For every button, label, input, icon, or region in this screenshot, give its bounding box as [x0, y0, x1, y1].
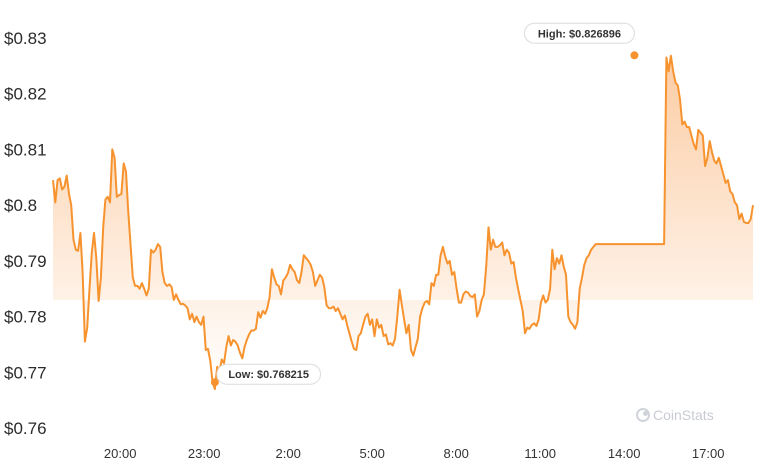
low-callout-box [216, 363, 321, 385]
x-tick-label: 17:00 [692, 446, 725, 461]
price-area-fill [53, 55, 753, 390]
x-tick-label: 23:00 [188, 446, 221, 461]
x-tick-label: 20:00 [104, 446, 137, 461]
y-tick-label: $0.81 [4, 140, 47, 159]
coinstats-logo-icon [636, 408, 650, 422]
y-tick-label: $0.82 [4, 85, 47, 104]
price-line [52, 54, 754, 390]
x-tick-label: 2:00 [276, 446, 301, 461]
high-marker [630, 51, 639, 60]
y-tick-label: $0.76 [4, 419, 47, 438]
x-tick-label: 11:00 [524, 446, 556, 461]
high-callout-box [523, 22, 635, 44]
y-tick-label: $0.83 [4, 29, 47, 48]
x-tick-label: 5:00 [360, 446, 385, 461]
x-tick-label: 8:00 [444, 446, 469, 461]
extreme-markers: High: $0.826896 Low: $0.768215 [210, 22, 639, 387]
low-callout-label: Low: $0.768215 [228, 369, 309, 381]
x-tick-label: 14:00 [608, 446, 641, 461]
y-tick-label: $0.79 [4, 252, 47, 271]
coinstats-watermark: CoinStats [636, 407, 714, 423]
y-tick-label: $0.8 [4, 196, 37, 215]
x-axis-labels: 20:00 23:00 2:00 5:00 8:00 11:00 14:00 17:00 [104, 446, 725, 461]
y-tick-label: $0.77 [4, 363, 47, 382]
low-marker [210, 378, 219, 387]
y-tick-label: $0.78 [4, 308, 47, 327]
watermark-text: CoinStats [653, 407, 714, 423]
high-callout-label: High: $0.826896 [538, 28, 621, 40]
y-axis-labels: $0.83 $0.82 $0.81 $0.8 $0.79 $0.78 $0.77 $0.76 [4, 29, 47, 438]
